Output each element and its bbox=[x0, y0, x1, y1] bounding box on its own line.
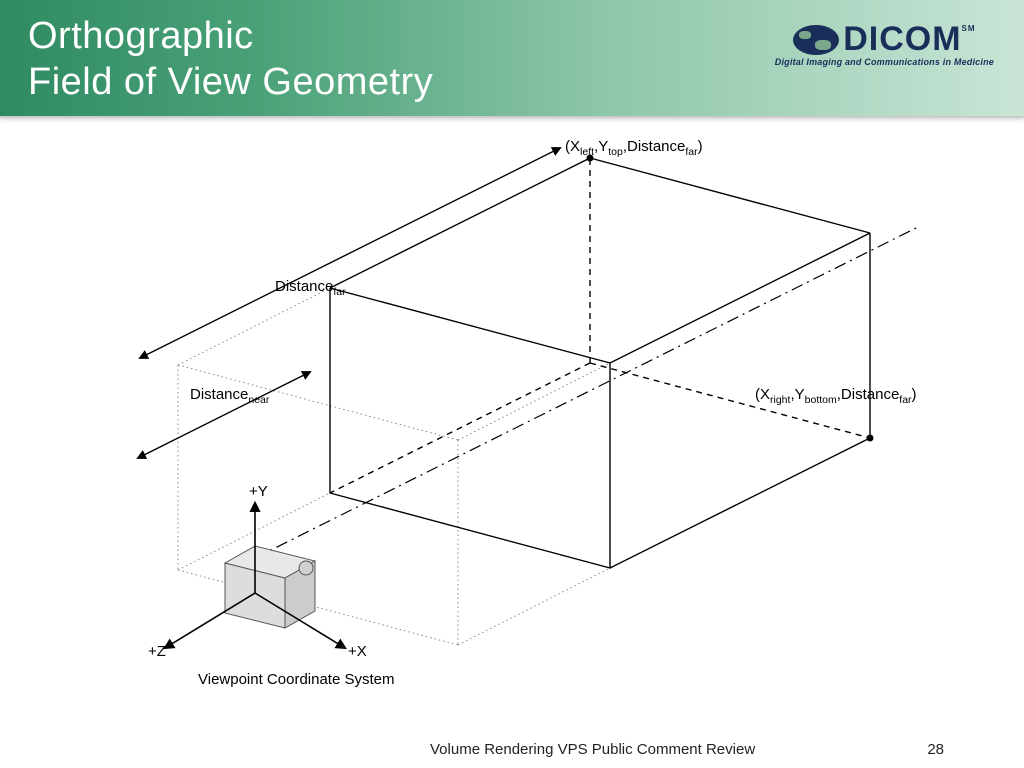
axis-x-label: +X bbox=[348, 643, 367, 660]
logo-text: DICOMSM bbox=[843, 20, 975, 59]
label-top-point: (Xleft,Ytop,Distancefar) bbox=[565, 138, 703, 158]
diagram: (Xleft,Ytop,Distancefar) (Xright,Ybottom… bbox=[0, 118, 1024, 728]
globe-icon bbox=[793, 25, 839, 55]
title-line-2: Field of View Geometry bbox=[28, 61, 433, 103]
logo-sm: SM bbox=[962, 24, 976, 33]
frustum-svg bbox=[0, 118, 1024, 728]
camera-icon bbox=[225, 546, 315, 628]
axis-y-label: +Y bbox=[249, 483, 268, 500]
label-right-point: (Xright,Ybottom,Distancefar) bbox=[755, 386, 917, 406]
point-right bbox=[867, 435, 874, 442]
footer: Volume Rendering VPS Public Comment Revi… bbox=[0, 741, 1024, 758]
dicom-logo: DICOMSM Digital Imaging and Communicatio… bbox=[775, 20, 994, 67]
hidden-edges bbox=[330, 158, 870, 493]
page-number: 28 bbox=[927, 741, 944, 758]
logo-main: DICOMSM bbox=[775, 20, 994, 59]
title-line-1: Orthographic bbox=[28, 15, 254, 57]
viewpoint-label: Viewpoint Coordinate System bbox=[198, 671, 395, 688]
logo-name: DICOM bbox=[843, 20, 961, 58]
footer-title: Volume Rendering VPS Public Comment Revi… bbox=[430, 741, 755, 758]
visible-edges bbox=[330, 158, 870, 568]
distance-far-arrow bbox=[140, 148, 560, 358]
axes bbox=[165, 503, 345, 648]
axis-z-label: +Z bbox=[148, 643, 166, 660]
label-distance-far: Distancefar bbox=[275, 278, 346, 298]
label-distance-near: Distancenear bbox=[190, 386, 269, 406]
distance-near-arrow bbox=[138, 372, 310, 458]
slide-header: Orthographic Field of View Geometry DICO… bbox=[0, 0, 1024, 118]
